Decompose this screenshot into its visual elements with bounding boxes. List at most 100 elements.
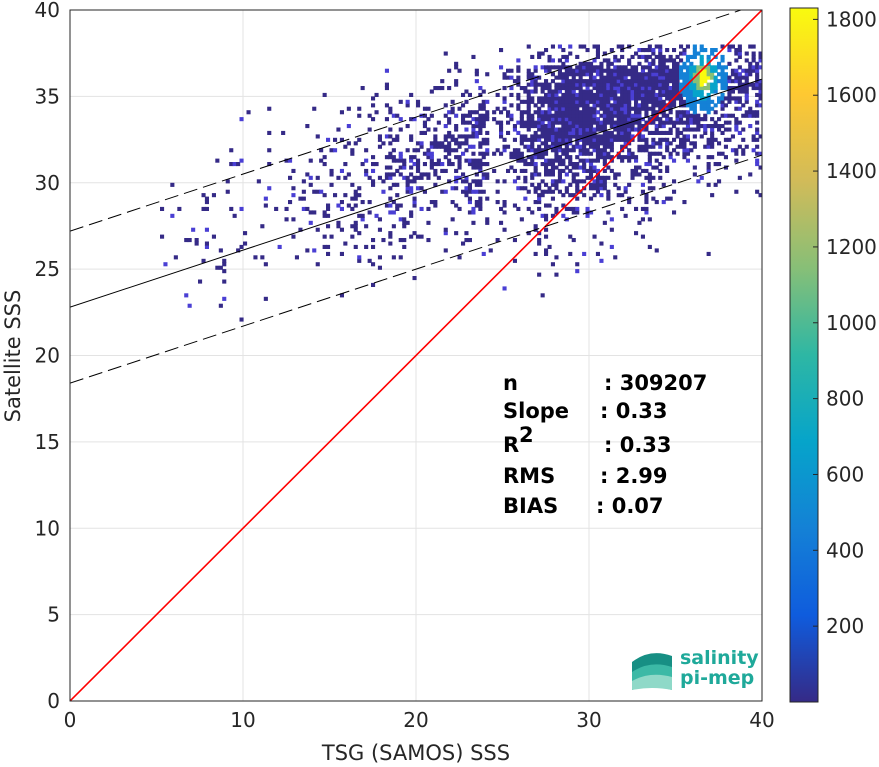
density-bin (461, 120, 466, 125)
density-bin (537, 241, 542, 246)
density-bin (461, 113, 466, 118)
density-bin (547, 68, 552, 73)
density-bin (422, 106, 427, 111)
density-bin (668, 68, 673, 73)
density-bin (533, 189, 538, 194)
density-bin (592, 96, 597, 101)
density-bin (557, 96, 562, 101)
density-bin (627, 96, 632, 101)
density-bin (391, 172, 396, 177)
density-bin (589, 172, 594, 177)
density-bin (689, 54, 694, 59)
density-bin (211, 234, 216, 239)
density-bin (696, 79, 701, 84)
density-bin (647, 48, 652, 53)
density-bin (644, 48, 649, 53)
density-bin (557, 75, 562, 80)
density-bin (367, 200, 372, 205)
density-bin (713, 79, 718, 84)
density-bin (679, 117, 684, 122)
density-bin (613, 175, 618, 180)
density-bin (602, 99, 607, 104)
density-bin (651, 165, 656, 170)
density-bin (654, 96, 659, 101)
density-bin (585, 120, 590, 125)
density-bin (755, 65, 760, 70)
density-bin (602, 89, 607, 94)
density-bin (478, 113, 483, 118)
density-bin (720, 79, 725, 84)
density-bin (634, 117, 639, 122)
density-bin (312, 210, 317, 215)
density-bin (672, 86, 677, 91)
density-bin (568, 82, 573, 87)
density-bin (485, 172, 490, 177)
density-bin (398, 117, 403, 122)
density-bin (703, 99, 708, 104)
density-bin (654, 141, 659, 146)
density-bin (429, 165, 434, 170)
density-bin (578, 110, 583, 115)
density-bin (450, 186, 455, 191)
density-bin (640, 65, 645, 70)
density-bin (419, 175, 424, 180)
density-bin (589, 82, 594, 87)
density-bin (544, 168, 549, 173)
density-bin (723, 79, 728, 84)
density-bin (744, 86, 749, 91)
density-bin (589, 65, 594, 70)
density-bin (699, 58, 704, 63)
density-bin (540, 179, 545, 184)
density-bin (554, 120, 559, 125)
density-bin (703, 48, 708, 53)
density-bin (533, 251, 538, 256)
density-bin (519, 134, 524, 139)
density-bin (672, 179, 677, 184)
density-bin (665, 79, 670, 84)
density-bin (377, 144, 382, 149)
density-bin (485, 196, 490, 201)
density-bin (616, 96, 621, 101)
density-bin (564, 106, 569, 111)
density-bin (582, 61, 587, 66)
density-bin (706, 68, 711, 73)
density-bin (616, 103, 621, 108)
density-bin (474, 117, 479, 122)
density-bin (554, 182, 559, 187)
density-bin (606, 79, 611, 84)
density-bin (675, 151, 680, 156)
density-bin (727, 99, 732, 104)
density-bin (720, 44, 725, 49)
density-bin (478, 206, 483, 211)
density-bin (564, 54, 569, 59)
density-bin (322, 193, 327, 198)
density-bin (526, 162, 531, 167)
density-bin (533, 165, 538, 170)
density-bin (502, 144, 507, 149)
density-bin (640, 182, 645, 187)
density-bin (609, 106, 614, 111)
density-bin (540, 293, 545, 298)
density-bin (177, 206, 182, 211)
density-bin (606, 58, 611, 63)
density-bin (474, 72, 479, 77)
density-bin (173, 255, 178, 260)
density-bin (447, 120, 452, 125)
density-bin (436, 120, 441, 125)
density-bin (550, 65, 555, 70)
density-bin (623, 92, 628, 97)
density-bin (440, 144, 445, 149)
density-bin (616, 86, 621, 91)
density-bin (599, 151, 604, 156)
density-bin (644, 144, 649, 149)
density-bin (727, 137, 732, 142)
density-bin (429, 113, 434, 118)
density-bin (668, 117, 673, 122)
density-bin (675, 61, 680, 66)
density-bin (561, 113, 566, 118)
density-bin (388, 110, 393, 115)
density-bin (737, 65, 742, 70)
density-bin (585, 72, 590, 77)
density-bin (436, 144, 441, 149)
density-bin (495, 179, 500, 184)
